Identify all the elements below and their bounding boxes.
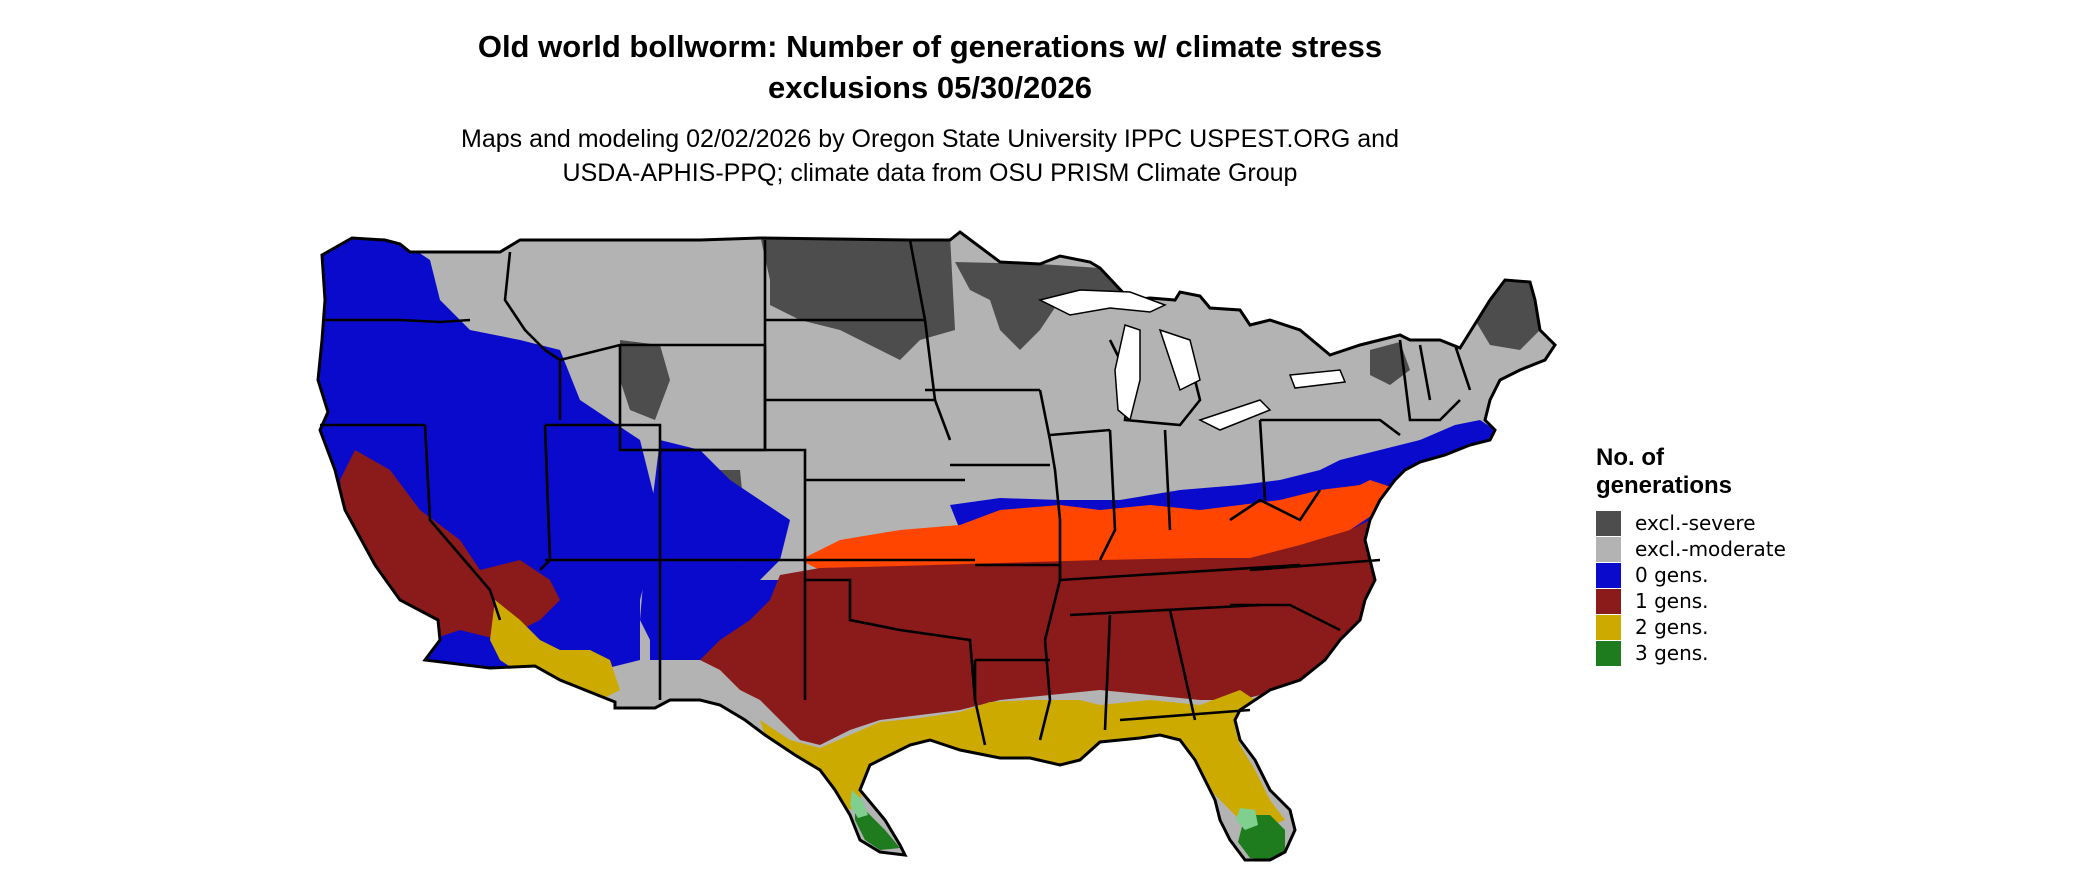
- border-oh-pa: [1258, 419, 1267, 501]
- border-sd-ne: [765, 398, 952, 441]
- border-nc-sc: [1230, 603, 1341, 632]
- border-tn-south: [1069, 603, 1261, 617]
- border-nv-ca: [423, 424, 502, 621]
- border-ut-az: [545, 423, 662, 562]
- legend-item: 0 gens.: [1596, 562, 1786, 588]
- legend-label: 0 gens.: [1635, 563, 1709, 587]
- border-wv: [1229, 489, 1322, 522]
- legend-label: 2 gens.: [1635, 615, 1709, 639]
- legend-item: 2 gens.: [1596, 614, 1786, 640]
- one-gen-high-region: [800, 485, 1360, 570]
- legend-item: excl.-severe: [1596, 510, 1786, 536]
- one-gen-region-south: [700, 470, 1470, 745]
- border-miss-river: [1038, 389, 1062, 741]
- great-lakes: [1037, 289, 1347, 431]
- lake-michigan: [1114, 324, 1141, 422]
- legend-swatch: [1596, 510, 1621, 536]
- excl-severe-region-lakes: [955, 262, 1130, 350]
- title-line-2: exclusions 05/30/2026: [767, 70, 1092, 105]
- title-line-1: Old world bollworm: Number of generation…: [477, 29, 1383, 64]
- map-subtitle: Maps and modeling 02/02/2026 by Oregon S…: [340, 122, 1520, 190]
- border-me: [1453, 344, 1472, 391]
- border-co: [660, 448, 807, 562]
- subtitle-line-2: USDA-APHIS-PPQ; climate data from OSU PR…: [562, 159, 1298, 187]
- border-oh-in: [1163, 429, 1172, 531]
- legend-title: No. of generations: [1596, 444, 1733, 499]
- three-gens-region-texas-light: [850, 790, 868, 818]
- border-ms-al: [1103, 614, 1112, 731]
- three-gens-region-florida-light: [1236, 808, 1258, 830]
- map-title: Old world bollworm: Number of generation…: [340, 26, 1520, 108]
- border-tx-la: [973, 660, 987, 746]
- border-ga-fl: [1119, 708, 1251, 722]
- two-gens-region-arizona: [490, 600, 620, 710]
- excl-severe-region-north: [760, 235, 955, 360]
- legend-label: 3 gens.: [1635, 641, 1709, 665]
- state-borders: [320, 239, 1472, 746]
- border-dakotas-east: [908, 239, 937, 401]
- legend-label: excl.-moderate: [1635, 537, 1786, 561]
- excl-severe-region-ny: [1370, 342, 1410, 385]
- lake-superior: [1037, 289, 1167, 316]
- border-al-ga: [1168, 609, 1197, 721]
- legend-swatch: [1596, 614, 1621, 640]
- legend-item: excl.-moderate: [1596, 536, 1786, 562]
- lake-ontario: [1288, 369, 1347, 389]
- lake-erie: [1198, 399, 1272, 431]
- border-wi-il: [1049, 428, 1111, 437]
- legend-items: excl.-severe excl.-moderate 0 gens. 1 gens.…: [1596, 510, 1786, 666]
- border-ok-tx: [805, 578, 977, 701]
- legend: No. of generations excl.-severe excl.-mod…: [1596, 444, 1786, 666]
- legend-swatch: [1596, 562, 1621, 588]
- legend-swatch: [1596, 536, 1621, 562]
- legend-item: 1 gens.: [1596, 588, 1786, 614]
- lake-huron: [1158, 328, 1201, 392]
- border-pa-ny: [1260, 418, 1401, 437]
- border-vt-nh: [1418, 344, 1432, 401]
- legend-item: 3 gens.: [1596, 640, 1786, 666]
- excl-severe-region-wyoming: [620, 340, 670, 420]
- one-gen-high-region-appalachia: [1290, 480, 1400, 545]
- border-va-nc: [1249, 558, 1381, 572]
- legend-swatch: [1596, 640, 1621, 666]
- border-id-east: [503, 251, 562, 420]
- legend-swatch: [1596, 588, 1621, 614]
- legend-label: excl.-severe: [1635, 511, 1756, 535]
- subtitle-line-1: Maps and modeling 02/02/2026 by Oregon S…: [461, 125, 1399, 153]
- border-il-in: [1098, 429, 1117, 561]
- legend-label: 1 gens.: [1635, 589, 1709, 613]
- border-wa-or: [322, 318, 471, 324]
- border-ky-tn: [1059, 563, 1301, 582]
- border-new-england: [1398, 339, 1461, 422]
